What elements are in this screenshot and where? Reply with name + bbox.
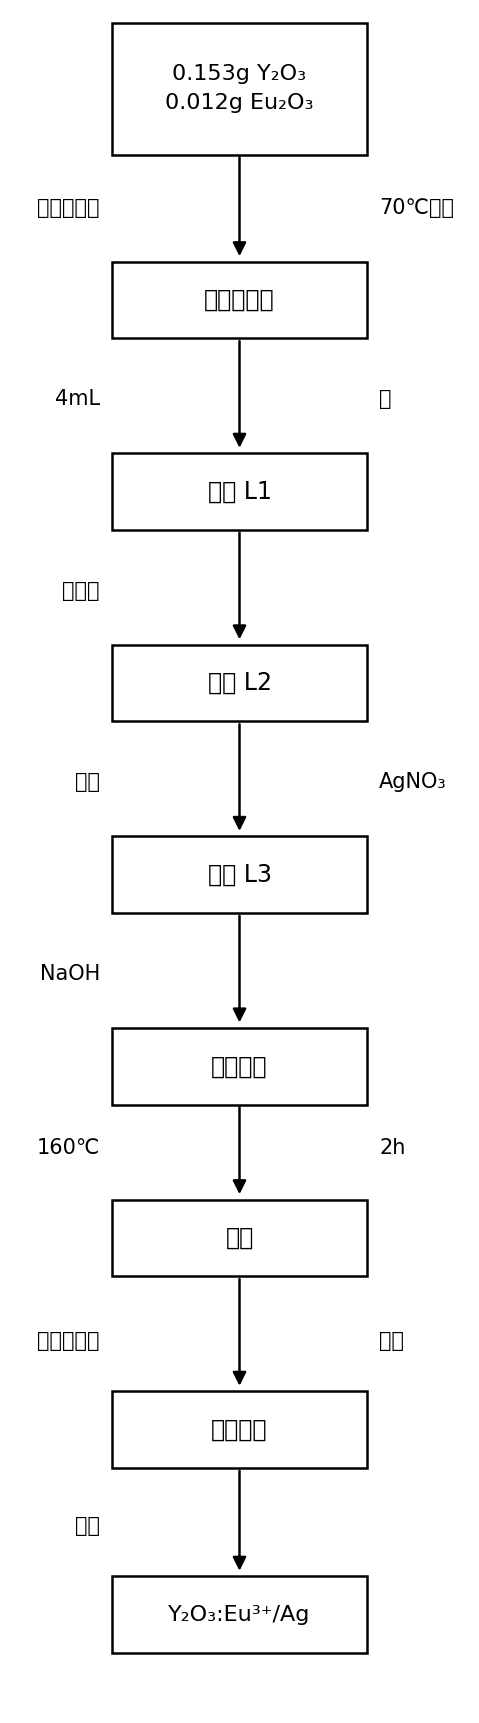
Bar [112, 22, 367, 155]
Text: 白色前驱体: 白色前驱体 [204, 288, 275, 312]
Text: 白色粉末: 白色粉末 [211, 1418, 268, 1442]
Bar [112, 453, 367, 531]
Text: 沉淠: 沉淠 [226, 1227, 253, 1249]
Text: 0.153g Y₂O₃
0.012g Eu₂O₃: 0.153g Y₂O₃ 0.012g Eu₂O₃ [165, 64, 314, 114]
Bar [112, 1390, 367, 1468]
Bar [112, 262, 367, 338]
Bar [112, 836, 367, 913]
Text: 水: 水 [379, 389, 392, 408]
Text: 混合溶液: 混合溶液 [211, 1054, 268, 1079]
Text: 4mL: 4mL [55, 389, 100, 408]
Text: 离心、洗涘: 离心、洗涘 [37, 1332, 100, 1351]
Bar [112, 1577, 367, 1652]
Text: 搅拌: 搅拌 [75, 772, 100, 793]
Text: 草酸胺: 草酸胺 [62, 581, 100, 601]
Text: NaOH: NaOH [40, 963, 100, 984]
Text: AgNO₃: AgNO₃ [379, 772, 447, 793]
Text: 溶液 L3: 溶液 L3 [207, 863, 272, 887]
Text: 2h: 2h [379, 1139, 406, 1158]
Text: 过量浓盐酸: 过量浓盐酸 [37, 198, 100, 217]
Text: 溶液 L1: 溶液 L1 [207, 479, 272, 503]
Text: 160℃: 160℃ [36, 1139, 100, 1158]
Bar [112, 1029, 367, 1104]
Bar [112, 1199, 367, 1277]
Text: 70℃蝗干: 70℃蝗干 [379, 198, 454, 217]
Text: Y₂O₃:Eu³⁺/Ag: Y₂O₃:Eu³⁺/Ag [168, 1604, 311, 1625]
Text: 光照: 光照 [75, 1516, 100, 1535]
Text: 干燥: 干燥 [379, 1332, 404, 1351]
Text: 溶液 L2: 溶液 L2 [207, 672, 272, 694]
Bar [112, 644, 367, 722]
